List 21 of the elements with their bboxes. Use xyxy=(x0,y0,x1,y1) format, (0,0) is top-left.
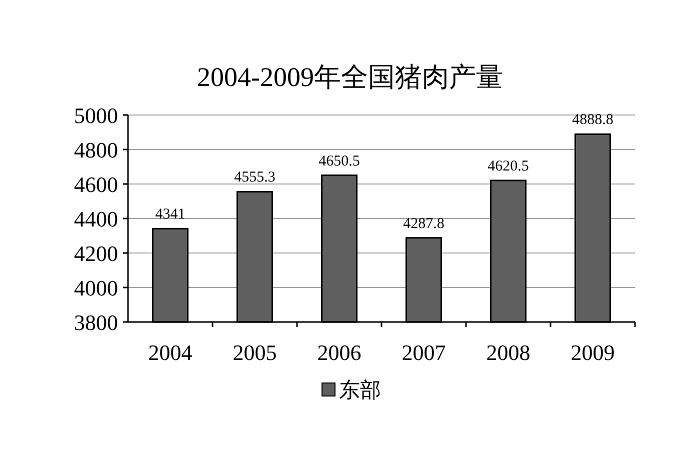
data-label: 4620.5 xyxy=(488,158,529,174)
x-tick-label: 2004 xyxy=(148,340,192,365)
data-label: 4341 xyxy=(155,206,186,223)
legend-label: 东部 xyxy=(339,378,381,402)
x-tick-label: 2008 xyxy=(486,340,530,365)
y-tick-label: 4800 xyxy=(74,138,118,162)
x-tick-label: 2006 xyxy=(317,340,362,365)
y-tick-label: 4600 xyxy=(74,172,118,197)
data-label: 4287.8 xyxy=(403,216,444,232)
x-tick-label: 2007 xyxy=(402,340,446,365)
chart-title: 2004-2009年全国猪肉产量 xyxy=(197,62,503,92)
y-tick-label: 4000 xyxy=(74,276,118,300)
data-label: 4650.5 xyxy=(318,153,360,170)
y-tick-label: 3800 xyxy=(74,310,118,335)
y-tick-label: 4200 xyxy=(74,241,118,266)
data-label: 4555.3 xyxy=(234,170,276,186)
x-tick-label: 2009 xyxy=(570,340,615,365)
x-tick-label: 2005 xyxy=(232,340,277,365)
data-label: 4888.8 xyxy=(572,112,614,128)
y-tick-label: 5000 xyxy=(74,103,118,128)
y-tick-label: 4400 xyxy=(74,206,118,232)
